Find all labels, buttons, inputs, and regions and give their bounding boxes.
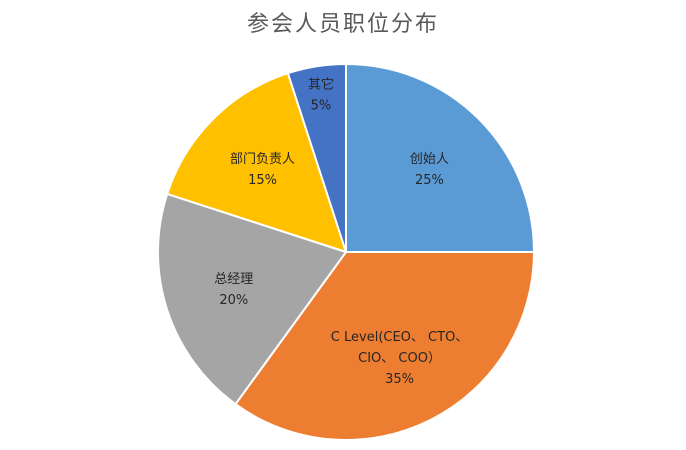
slice-name-3: 总经理 bbox=[214, 272, 253, 287]
slice-percent-1: 25% bbox=[415, 173, 444, 188]
pie-slices bbox=[157, 63, 535, 441]
pie-labels: 创始人 25% C Level(CEO、 CTO、 CIO、 COO） 35% 总经理 20… bbox=[214, 76, 468, 387]
slice-name-5: 其它 bbox=[308, 76, 334, 92]
slice-label-3: 总经理 20% bbox=[214, 272, 253, 308]
slice-name-2: C Level(CEO、 CTO、 bbox=[331, 330, 469, 345]
pie-slice-4 bbox=[166, 72, 347, 253]
pie-slice-5 bbox=[286, 63, 347, 253]
slice-label-4: 部门负责人 15% bbox=[230, 152, 295, 188]
pie-slice-3 bbox=[157, 192, 347, 406]
pie-slice-2 bbox=[234, 251, 535, 441]
pie-slice-1 bbox=[345, 63, 535, 253]
slice-name-1: 创始人 bbox=[410, 152, 449, 167]
slice-label-5: 其它 5% bbox=[308, 76, 334, 113]
slice-name-4: 部门负责人 bbox=[230, 152, 295, 167]
slice-label-2: C Level(CEO、 CTO、 CIO、 COO） 35% bbox=[331, 330, 469, 387]
slice-percent-2: 35% bbox=[385, 372, 414, 387]
slice-label-1: 创始人 25% bbox=[410, 152, 449, 188]
slice-percent-5: 5% bbox=[311, 98, 332, 113]
slice-percent-4: 15% bbox=[248, 173, 277, 188]
slice-percent-3: 20% bbox=[219, 293, 248, 308]
slice-name-2: CIO、 COO） bbox=[358, 351, 441, 366]
chart-title: 参会人员职位分布 bbox=[246, 12, 439, 37]
